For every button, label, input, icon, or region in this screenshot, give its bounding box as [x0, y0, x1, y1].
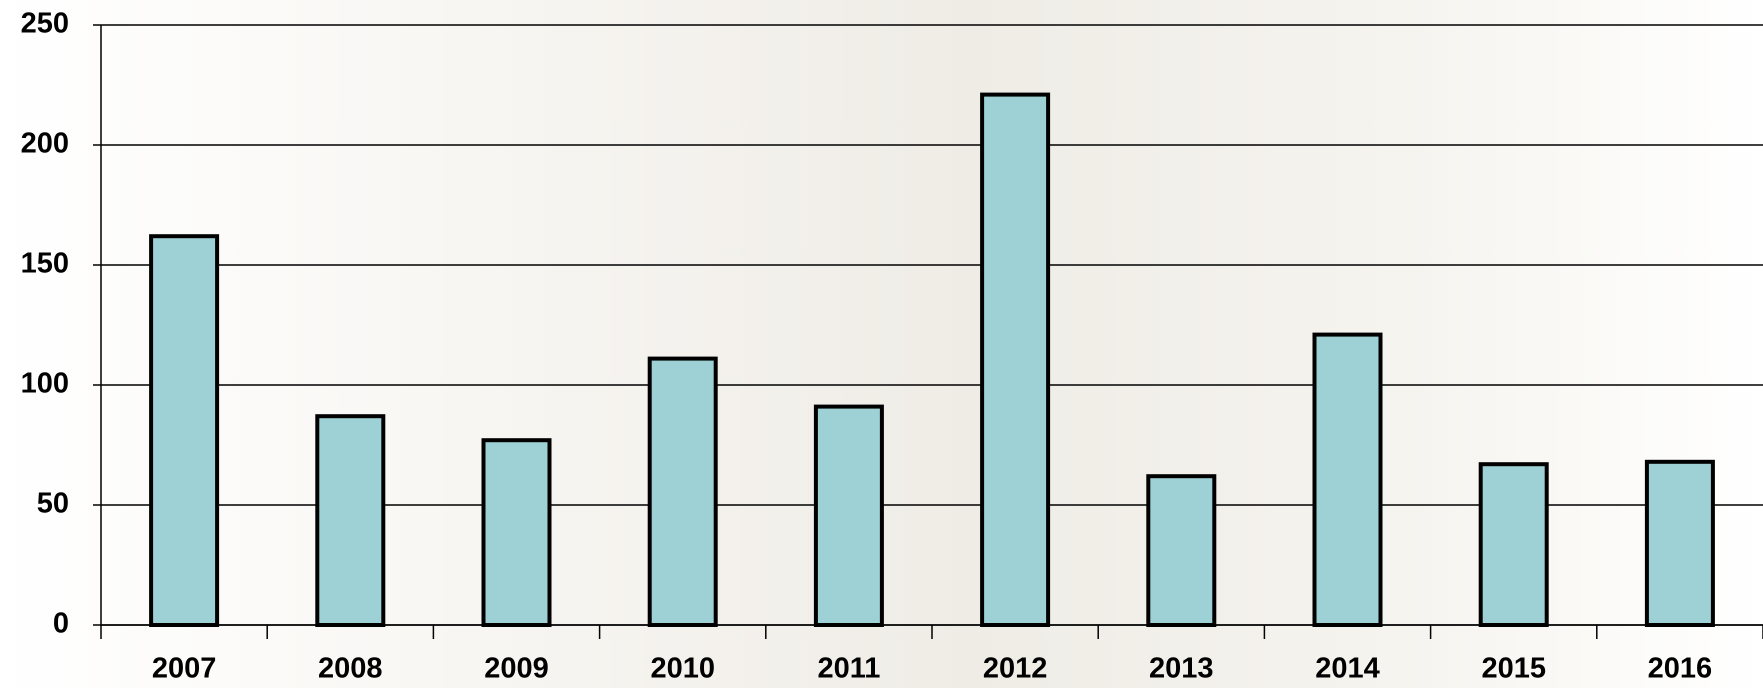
y-tick-label: 50	[37, 488, 69, 520]
x-tick-label: 2011	[817, 653, 880, 685]
y-tick-label: 250	[21, 8, 69, 40]
y-tick-label: 150	[21, 248, 69, 280]
bar	[149, 234, 220, 627]
bar	[647, 356, 718, 627]
x-tick-label: 2008	[318, 653, 383, 685]
x-tick-label: 2015	[1481, 653, 1546, 685]
bar	[813, 404, 884, 627]
x-tick-label: 2009	[484, 653, 549, 685]
bar	[1146, 474, 1217, 628]
bar	[1644, 459, 1715, 627]
x-tick-label: 2010	[650, 653, 715, 685]
x-tick-label: 2014	[1315, 653, 1380, 685]
x-tick-label: 2007	[152, 653, 217, 685]
bar	[1478, 462, 1549, 628]
y-tick-label: 0	[53, 608, 69, 640]
y-tick-label: 100	[21, 368, 69, 400]
y-tick-label: 200	[21, 128, 69, 160]
bar	[315, 414, 386, 628]
x-tick-label: 2012	[983, 653, 1048, 685]
bar	[481, 438, 552, 628]
x-tick-label: 2013	[1149, 653, 1214, 685]
bar	[1312, 332, 1383, 627]
bar	[980, 92, 1051, 628]
x-tick-label: 2016	[1648, 653, 1713, 685]
